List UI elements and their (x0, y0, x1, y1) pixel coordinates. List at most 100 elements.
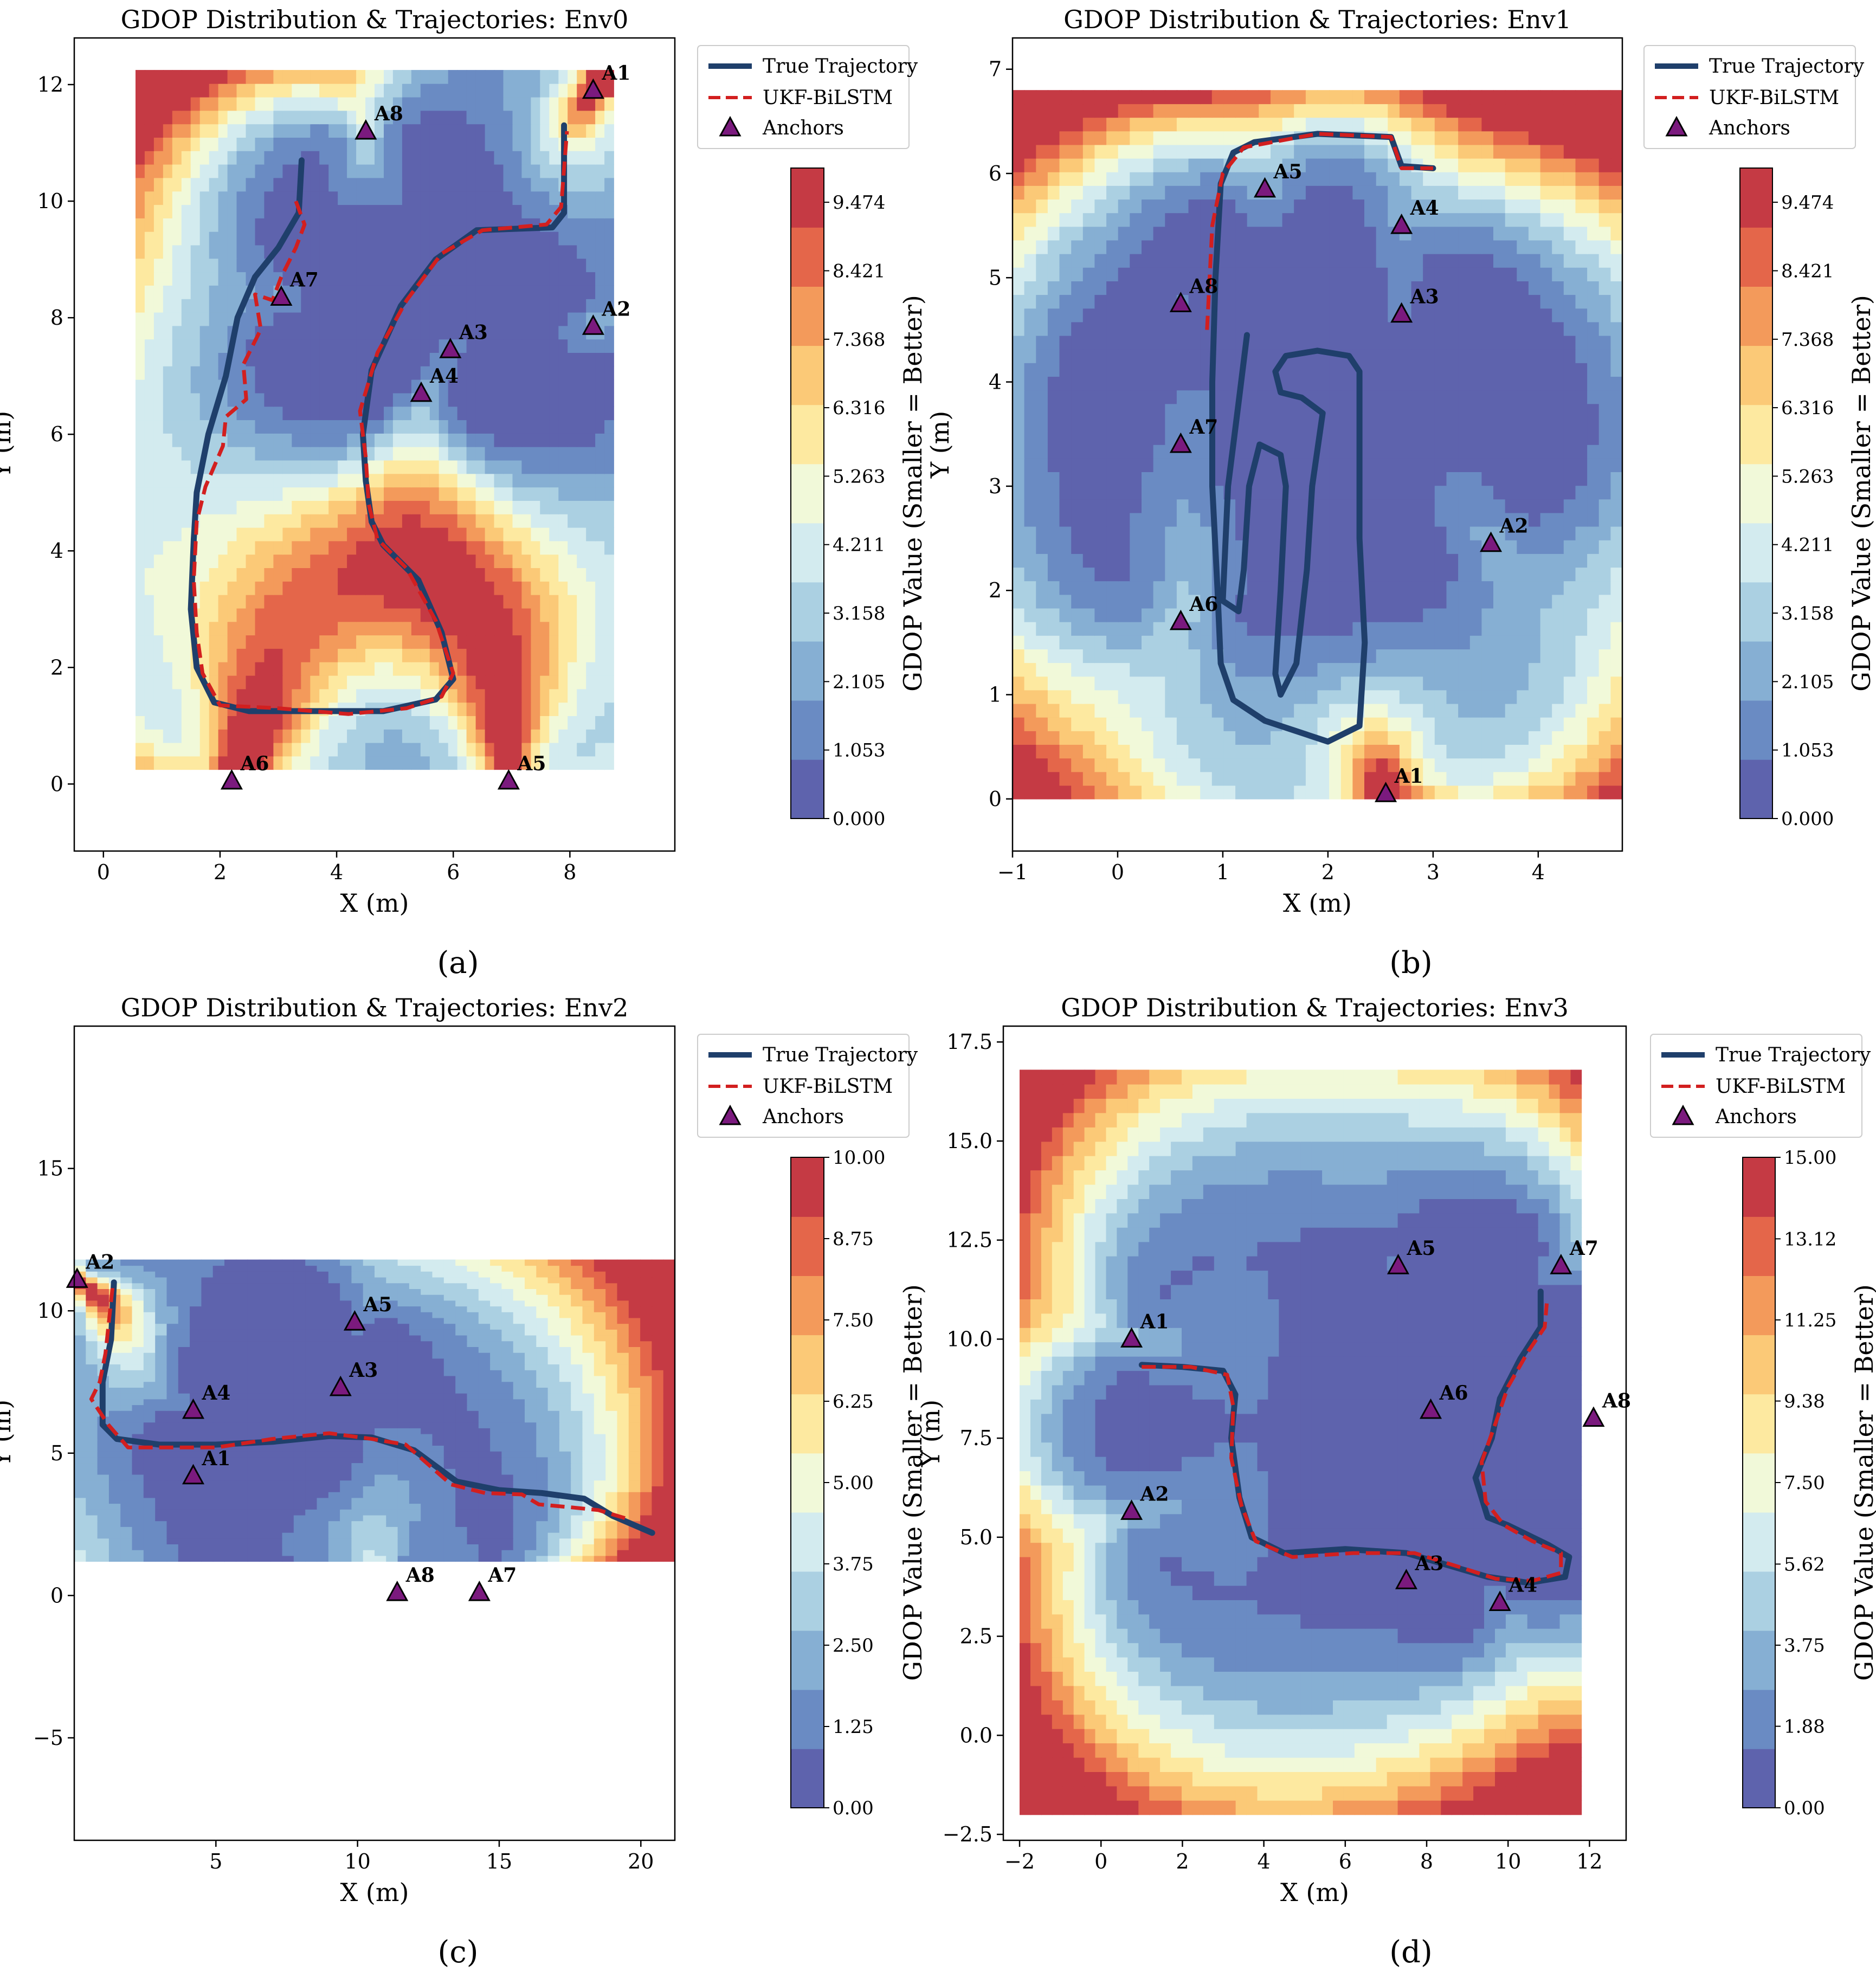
gdop-cell (255, 514, 265, 528)
gdop-cell (558, 527, 569, 542)
gdop-cell (328, 285, 338, 299)
gdop-cell (1458, 608, 1471, 622)
gdop-cell (503, 581, 513, 595)
gdop-cell (586, 433, 596, 447)
gdop-cell (1505, 417, 1518, 431)
gdop-cell (429, 339, 440, 353)
gdop-cell (347, 688, 357, 703)
gdop-cell (577, 204, 586, 218)
gdop-cell (1082, 649, 1095, 663)
gdop-cell (1540, 512, 1552, 527)
gdop-cell (273, 487, 283, 501)
gdop-cell (604, 635, 614, 649)
gdop-cell (347, 608, 357, 622)
gdop-cell (1106, 281, 1119, 295)
gdop-cell (1587, 226, 1600, 241)
gdop-cell (356, 568, 366, 582)
gdop-cell (375, 204, 384, 218)
gdop-cell (384, 648, 394, 662)
gdop-cell (1423, 458, 1435, 472)
gdop-cell (181, 446, 191, 461)
gdop-cell (1399, 403, 1412, 418)
gdop-cell (1071, 212, 1084, 227)
gdop-cell (1071, 335, 1084, 350)
gdop-cell (466, 581, 476, 595)
gdop-cell (172, 433, 182, 447)
gdop-cell (512, 420, 523, 434)
gdop-cell (1505, 458, 1518, 472)
gdop-cell (429, 554, 440, 568)
gdop-cell (209, 366, 219, 380)
gdop-cell (1329, 608, 1342, 622)
gdop-cell (144, 110, 154, 125)
gdop-cell (273, 151, 283, 165)
gdop-cell (503, 729, 513, 743)
gdop-cell (190, 420, 201, 434)
gdop-cell (1528, 608, 1541, 622)
gdop-cell (356, 339, 366, 353)
gdop-cell (1013, 526, 1025, 540)
gdop-cell (577, 218, 586, 232)
gdop-cell (512, 177, 523, 192)
gdop-cell (1305, 226, 1318, 241)
gdop-cell (1575, 349, 1588, 363)
gdop-cell (392, 527, 403, 542)
gdop-cell (227, 527, 237, 542)
gdop-cell (1505, 294, 1518, 309)
gdop-cell (1458, 567, 1471, 582)
gdop-cell (1340, 472, 1353, 486)
gdop-cell (301, 514, 311, 528)
gdop-cell (558, 621, 569, 636)
gdop-cell (319, 688, 329, 703)
gdop-cell (1024, 526, 1036, 540)
gdop-cell (246, 299, 256, 313)
gdop-cell (163, 608, 173, 622)
gdop-cell (521, 756, 532, 770)
gdop-cell (1598, 240, 1611, 254)
gdop-cell (1235, 267, 1248, 281)
gdop-cell (301, 460, 311, 474)
gdop-cell (1165, 581, 1177, 595)
gdop-cell (310, 527, 320, 542)
gdop-cell (1446, 662, 1459, 677)
gdop-cell (384, 392, 394, 407)
gdop-cell (549, 433, 559, 447)
gdop-cell (1259, 526, 1271, 540)
gdop-cell (1575, 363, 1588, 377)
gdop-cell (448, 96, 458, 111)
gdop-cell (384, 352, 394, 366)
gdop-cell (292, 110, 302, 125)
gdop-cell (273, 218, 283, 232)
gdop-cell (1434, 512, 1447, 527)
gdop-cell (328, 406, 338, 421)
gdop-cell (181, 204, 191, 218)
gdop-cell (1165, 403, 1177, 418)
gdop-cell (1130, 267, 1142, 281)
gdop-cell (1388, 485, 1400, 500)
gdop-cell (1399, 430, 1412, 445)
gdop-cell (531, 151, 541, 165)
gdop-cell (549, 285, 559, 299)
gdop-cell (356, 218, 366, 232)
gdop-cell (282, 473, 293, 488)
gdop-cell (1013, 349, 1025, 363)
gdop-cell (494, 581, 504, 595)
gdop-cell (310, 258, 320, 273)
gdop-cell (448, 110, 458, 125)
gdop-cell (512, 756, 523, 770)
gdop-cell (1340, 294, 1353, 309)
gdop-cell (1271, 253, 1283, 268)
gdop-cell (356, 608, 366, 622)
gdop-cell (558, 702, 569, 716)
gdop-cell (549, 662, 559, 676)
gdop-cell (1505, 703, 1518, 718)
gdop-cell (577, 716, 586, 730)
gdop-cell (153, 379, 164, 394)
gdop-cell (503, 514, 513, 528)
gdop-cell (1235, 621, 1248, 636)
gdop-cell (475, 742, 486, 757)
gdop-cell (1493, 267, 1506, 281)
gdop-cell (1411, 567, 1423, 582)
gdop-cell (365, 177, 375, 192)
gdop-cell (1517, 703, 1529, 718)
